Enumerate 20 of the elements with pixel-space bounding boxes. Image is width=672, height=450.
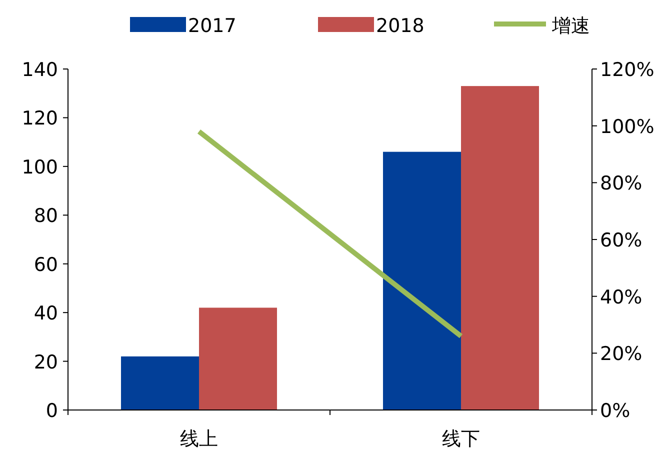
x-tick-label: 线上 [180,428,218,450]
legend-label: 2017 [188,15,236,37]
legend-label: 2018 [376,15,424,37]
y2-tick-label: 20% [600,343,642,366]
y2-tick-label: 40% [600,286,642,308]
y-tick-label: 60 [34,254,58,276]
x-tick-label: 线下 [442,428,480,450]
y-tick-label: 140 [22,59,58,81]
legend-label: 增速 [551,15,590,37]
y-tick-label: 0 [46,400,58,422]
y2-tick-label: 80% [600,172,642,195]
y2-tick-label: 100% [600,116,654,138]
y-tick-label: 100 [22,156,58,178]
y-tick-label: 80 [34,205,58,228]
y2-tick-label: 0% [600,400,630,422]
y2-tick-label: 60% [600,230,642,252]
y-tick-label: 40 [34,302,58,325]
y-tick-label: 120 [22,108,58,130]
y-tick-label: 20 [34,351,58,374]
y2-tick-label: 120% [600,59,654,81]
